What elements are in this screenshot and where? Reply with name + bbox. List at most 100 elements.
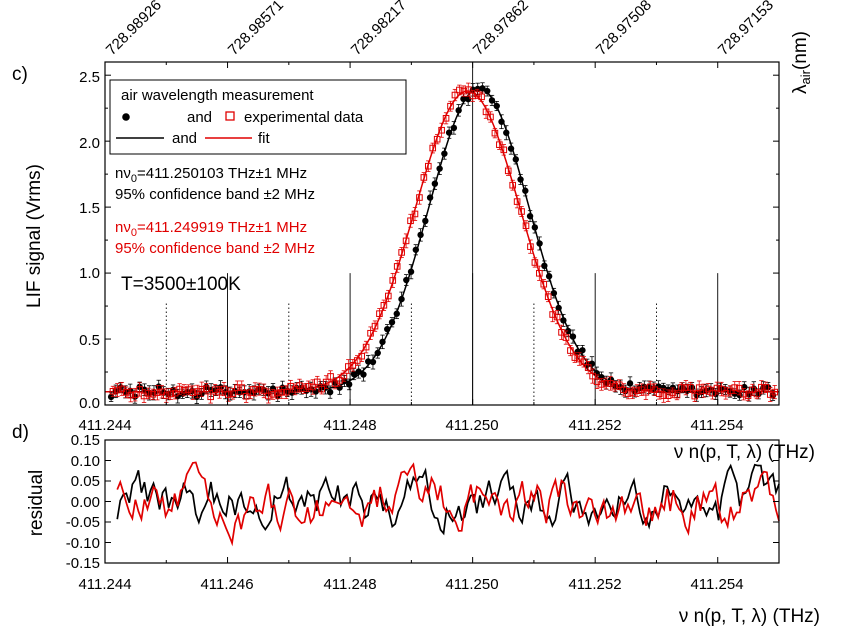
data-point-black [579,347,586,354]
data-point-red [380,301,388,309]
data-point-red [109,388,117,395]
data-point-black [522,187,529,194]
top-tick-5: 728.97153 [715,0,777,59]
d-x-axis-title: ν n(p, T, λ) (THz) [679,606,820,627]
data-point-red [202,385,210,393]
top-axis-title: λair(nm) [790,31,813,94]
data-point-black [426,194,434,201]
data-point-red [509,181,516,189]
data-point-black [350,370,358,378]
data-point-red [456,86,463,94]
data-point-red [362,343,370,351]
c-y-tick-3: 1.5 [79,200,100,217]
data-point-red [171,389,179,397]
data-point-red [718,385,725,393]
data-point-red [558,329,565,336]
data-point-red [536,269,543,277]
data-point-red [345,363,352,370]
data-point-red [460,87,468,95]
data-point-black [488,97,496,104]
data-point-black [369,358,377,366]
data-point-red [589,372,596,380]
c-x-tick-1: 411.246 [200,417,253,434]
panel-c-label: c) [12,64,28,85]
data-point-black [507,145,515,152]
data-point-red [598,381,605,388]
data-point-black [626,380,634,387]
annot-red-band: 95% confidence band ±2 MHz [115,240,315,257]
data-point-red [251,386,259,393]
d-x-tick-1: 411.246 [200,576,253,593]
data-point-black [441,150,448,157]
data-point-red [269,391,277,398]
data-point-red [562,334,570,341]
data-point-black [322,384,329,391]
data-point-red [442,115,450,122]
top-tick-3: 728.97862 [470,0,532,59]
data-point-red [198,385,206,393]
c-x-tick-3: 411.250 [445,417,498,434]
data-point-red [393,263,401,270]
data-point-red [411,210,419,218]
data-point-black [393,310,400,317]
data-point-black [555,304,562,312]
legend-frame [109,79,407,155]
data-point-red [189,389,197,396]
data-point-black [536,240,543,247]
data-point-red [313,378,321,386]
d-y-axis-title: residual [26,470,47,537]
data-point-red [709,389,716,397]
data-point-black [503,129,510,136]
data-point-black [345,381,353,388]
data-point-red [469,92,477,100]
data-point-black [398,295,405,303]
d-y-tick-2: 0.05 [71,473,100,490]
data-point-black [569,333,577,340]
data-point-red [376,310,383,317]
legend-fit: fit [258,130,271,147]
data-point-red [429,144,437,152]
data-point-red [740,390,747,398]
d-y-tick-6: -0.15 [66,555,100,572]
data-point-red [433,135,441,143]
data-point-red [673,391,681,399]
data-point-red [749,386,756,394]
data-point-red [731,384,739,391]
data-point-black [431,180,439,187]
data-point-black [379,338,386,346]
data-point-red [300,385,308,392]
data-point-black [588,360,596,367]
data-point-red [420,174,428,181]
data-point-black [550,289,558,297]
data-point-black [541,262,548,270]
data-point-red [620,386,628,394]
data-point-red [180,386,188,394]
data-point-red [238,384,246,391]
c-y-tick-4: 2.0 [79,135,100,152]
data-point-red [278,389,286,396]
data-point-red [544,293,552,300]
data-point-red [660,392,667,399]
c-y-tick-2: 1.0 [79,265,100,282]
c-y-axis-title: LIF signal (Vrms) [24,164,45,308]
data-point-red [424,162,432,170]
data-point-black [326,388,334,396]
data-point-red [438,126,445,134]
data-point-red [522,222,530,230]
data-point-black [365,358,372,365]
annot-black-band: 95% confidence band ±2 MHz [115,186,315,203]
d-y-tick-4: -0.05 [66,514,100,531]
data-point-black [450,124,458,132]
data-point-black [412,246,420,253]
data-point-black [217,384,224,391]
data-point-red [118,385,126,393]
data-point-red [260,387,268,395]
data-point-black [460,95,467,103]
data-point-red [584,364,592,371]
data-point-black [498,118,505,125]
data-point-red [655,390,663,398]
data-point-red [154,389,161,396]
top-tick-1: 728.98571 [225,0,287,59]
data-point-red [340,372,348,380]
data-point-red [771,388,779,396]
